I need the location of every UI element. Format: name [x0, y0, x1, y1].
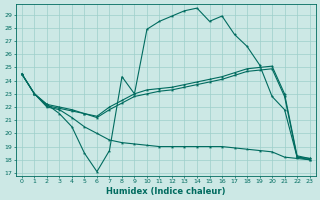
- X-axis label: Humidex (Indice chaleur): Humidex (Indice chaleur): [106, 187, 226, 196]
